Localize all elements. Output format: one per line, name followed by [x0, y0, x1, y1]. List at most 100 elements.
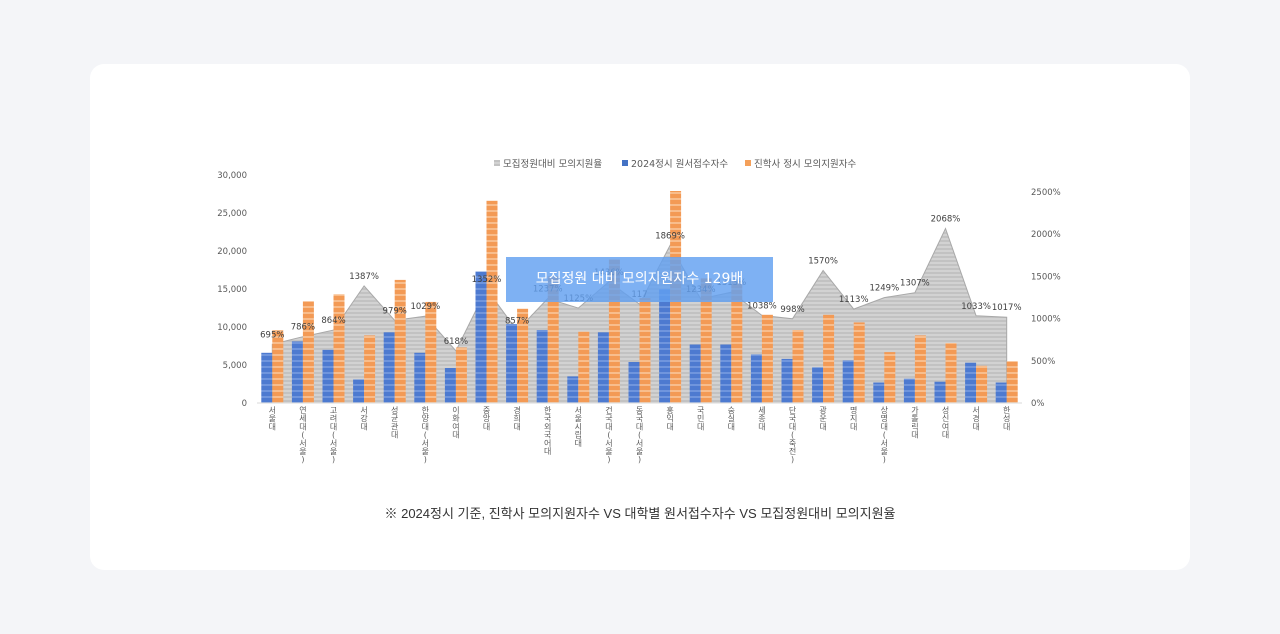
- left-axis-tick: 25,000: [217, 209, 247, 219]
- ratio-label: 1352%: [472, 275, 502, 285]
- applicants-bar: [689, 344, 701, 403]
- ratio-label: 1869%: [655, 231, 685, 241]
- mock-applicants-bar: [853, 322, 865, 403]
- mock-applicants-bar: [517, 308, 529, 403]
- applicants-bar: [506, 324, 518, 403]
- applicants-bar: [659, 289, 671, 403]
- category-label: 연 세 대(서 울): [299, 406, 306, 464]
- applicants-bar: [995, 382, 1007, 403]
- right-axis-tick: 1500%: [1031, 272, 1061, 282]
- mock-applicants-bar: [731, 281, 743, 403]
- ratio-label: 1307%: [900, 279, 930, 289]
- applicants-bar: [261, 352, 273, 403]
- ratio-label: 1113%: [839, 295, 869, 305]
- legend-swatch: [745, 160, 751, 166]
- left-axis-tick: 15,000: [217, 285, 247, 295]
- right-axis: 0% 500% 1000% 1500% 2000% 2500%: [1031, 188, 1061, 409]
- category-label: 고 려 대(서 울): [330, 406, 337, 464]
- mock-applicants-bar: [394, 279, 406, 403]
- ratio-label: 695%: [260, 330, 284, 340]
- legend-swatch: [494, 160, 500, 166]
- left-axis: 0 5,000 10,000 15,000 20,000 25,000 30,000: [217, 171, 247, 409]
- legend-label: 2024정시 원서접수자수: [631, 158, 728, 170]
- applicants-bar: [903, 378, 915, 403]
- ratio-label: 1038%: [747, 301, 777, 311]
- mock-applicants-bar: [302, 301, 314, 403]
- mock-applicants-bar: [425, 301, 437, 403]
- legend-label: 진학사 정시 모의지원자수: [754, 159, 856, 170]
- mock-applicants-bar: [700, 278, 712, 403]
- applicants-bar: [322, 349, 334, 403]
- mock-applicants-bar: [272, 330, 284, 403]
- mock-applicants-bar: [761, 314, 773, 403]
- mock-applicants-bar: [547, 276, 559, 403]
- applicants-bar: [597, 332, 609, 403]
- ratio-label: 618%: [444, 337, 468, 347]
- mock-applicants-bar: [455, 347, 467, 403]
- mock-applicants-bar: [578, 331, 590, 403]
- ratio-label: 1387%: [349, 272, 379, 282]
- ratio-label: 857%: [505, 317, 529, 327]
- applicants-bar: [444, 368, 456, 403]
- applicants-bar: [475, 271, 487, 403]
- ratio-label: 998%: [780, 305, 804, 315]
- applicants-bar: [842, 360, 854, 403]
- ratio-label: 1249%: [869, 284, 899, 294]
- right-axis-tick: 1000%: [1031, 315, 1061, 325]
- applicants-bar: [873, 382, 885, 403]
- category-label: 한 양 대(서 울): [422, 406, 430, 464]
- category-label: 건 국 대(서 울): [605, 405, 612, 464]
- applicants-bar: [720, 344, 732, 403]
- chart-caption: ※ 2024정시 기준, 진학사 모의지원자수 VS 대학별 원서접수자수 VS…: [384, 506, 896, 521]
- applicants-bar: [628, 362, 640, 403]
- category-label: 상 명 대(서 울): [881, 405, 889, 464]
- left-axis-tick: 5,000: [223, 361, 247, 371]
- ratio-label: 1017%: [992, 303, 1022, 313]
- right-axis-tick: 0%: [1031, 399, 1045, 409]
- applicants-bar: [781, 358, 793, 403]
- ratio-label: 786%: [291, 323, 315, 333]
- applicants-bar: [934, 381, 946, 403]
- mock-applicants-bar: [1006, 361, 1018, 403]
- legend-swatch: [622, 160, 628, 166]
- chart-legend: 모집정원대비 모의지원율 2024정시 원서접수자수 진학사 정시 모의지원자수: [494, 158, 856, 170]
- left-axis-tick: 30,000: [217, 171, 247, 181]
- ratio-label: 1033%: [961, 302, 991, 312]
- applicants-bar: [750, 354, 762, 403]
- ratio-label: 864%: [321, 316, 345, 326]
- ratio-label: 1570%: [808, 257, 838, 267]
- right-axis-tick: 2500%: [1031, 188, 1061, 198]
- ratio-label: 2068%: [931, 215, 961, 225]
- right-axis-tick: 2000%: [1031, 230, 1061, 240]
- mock-applicants-bar: [608, 259, 620, 403]
- mock-applicants-bar: [792, 330, 804, 403]
- mock-applicants-bar: [945, 343, 957, 403]
- left-axis-tick: 20,000: [217, 247, 247, 257]
- applicants-bar: [536, 330, 548, 403]
- applicants-bar: [383, 332, 395, 403]
- mock-applicants-bar: [486, 200, 498, 403]
- mock-applicants-bar: [884, 352, 896, 403]
- applicants-bar: [965, 362, 977, 403]
- ratio-label: 1029%: [410, 302, 440, 312]
- applicants-bar: [812, 367, 824, 403]
- mock-applicants-bar: [364, 335, 376, 403]
